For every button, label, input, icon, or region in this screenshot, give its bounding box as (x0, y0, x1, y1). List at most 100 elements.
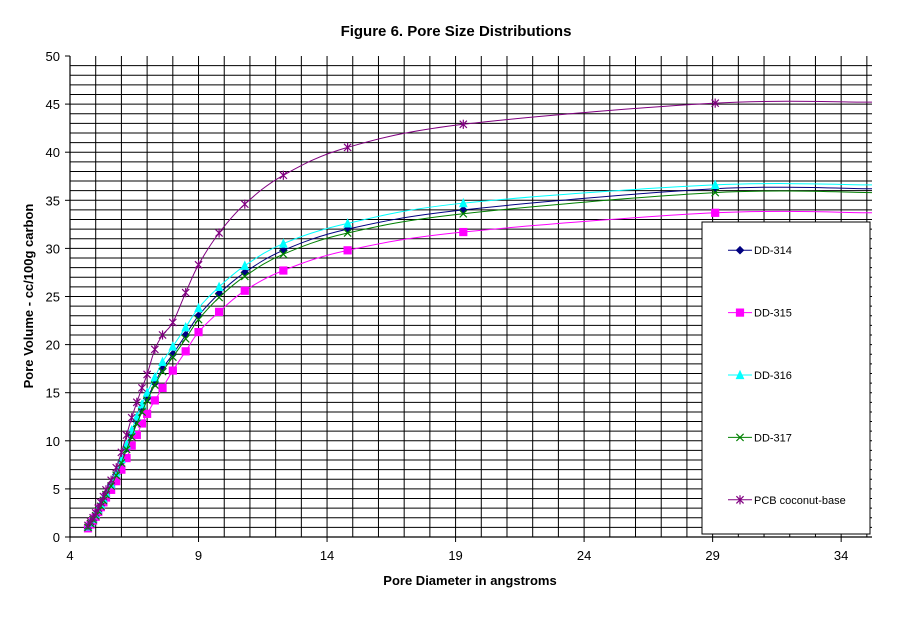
legend-label: DD-315 (754, 308, 792, 320)
marker-stroke (127, 432, 136, 441)
legend-label: DD-314 (754, 245, 792, 257)
data-point (279, 170, 288, 180)
data-point (117, 447, 126, 457)
data-point (711, 188, 720, 197)
data-point (343, 218, 353, 228)
chart-title: Figure 6. Pore Size Distributions (341, 23, 572, 40)
legend-item-pcb-coconut-base: PCB coconut-base (728, 495, 846, 507)
data-point (101, 485, 111, 495)
data-point (158, 356, 167, 367)
data-point (279, 266, 288, 275)
data-point (194, 302, 203, 313)
legend-item-dd-317: DD-317 (728, 432, 792, 444)
data-point (150, 344, 159, 355)
marker-stroke (107, 481, 116, 491)
data-point (168, 366, 177, 375)
data-point (459, 209, 468, 218)
marker-stroke (132, 419, 141, 428)
y-tick-label: 30 (46, 241, 60, 256)
data-point (122, 445, 131, 454)
data-point (168, 341, 178, 351)
marker-stroke (215, 293, 224, 302)
data-point (214, 281, 224, 291)
marker-stroke (711, 188, 720, 197)
marker-stroke (181, 334, 190, 343)
data-point (107, 481, 116, 491)
marker-stroke (168, 353, 177, 362)
x-tick-label: 24 (577, 548, 591, 563)
data-point (137, 407, 146, 416)
data-point (150, 380, 159, 390)
x-tick-label: 9 (195, 548, 202, 563)
y-axis-title: Pore Volume - cc/100g carbon (21, 204, 36, 389)
data-point (710, 179, 720, 190)
marker-stroke (143, 396, 152, 405)
marker-stroke (194, 315, 203, 324)
data-point (458, 197, 468, 208)
data-point (278, 238, 288, 248)
data-point (168, 317, 177, 328)
data-point (181, 288, 190, 298)
x-tick-label: 14 (320, 548, 334, 563)
data-point (142, 387, 152, 397)
data-point (181, 347, 190, 356)
legend: DD-314 DD-315 DD-316 DD-317 PCB coconut-base (701, 221, 871, 535)
data-point (143, 396, 152, 405)
marker-stroke (122, 445, 131, 454)
legend-item-dd-314: DD-314 (728, 245, 792, 257)
legend-swatch-marker (735, 308, 745, 317)
y-tick-label: 45 (46, 97, 60, 112)
data-point (122, 430, 131, 440)
x-tick-label: 4 (66, 548, 73, 563)
y-tick-label: 5 (53, 482, 60, 497)
data-point (194, 315, 203, 324)
y-tick-label: 25 (46, 290, 60, 305)
data-point (150, 372, 160, 382)
data-point (459, 227, 468, 237)
data-point (711, 98, 720, 108)
data-point (343, 142, 352, 152)
legend-label: PCB coconut-base (754, 495, 846, 507)
data-point (279, 250, 288, 259)
series-pcb-coconut-base (83, 98, 873, 531)
legend-box (701, 221, 871, 535)
y-tick-label: 35 (46, 193, 60, 208)
marker-stroke (158, 367, 167, 376)
legend-swatch-marker (735, 369, 745, 380)
data-point (168, 353, 177, 362)
data-point (158, 383, 167, 392)
data-point (158, 367, 167, 376)
y-tick-label: 15 (46, 386, 60, 401)
data-point (150, 396, 159, 405)
data-point (240, 260, 250, 270)
legend-swatch-marker (735, 433, 745, 442)
marker-stroke (343, 228, 352, 238)
legend-item-dd-315: DD-315 (728, 308, 792, 320)
legend-swatch-marker (735, 495, 745, 505)
x-axis-title: Pore Diameter in angstroms (383, 573, 556, 588)
marker-stroke (150, 380, 159, 390)
data-point (181, 322, 191, 332)
marker-stroke (459, 209, 468, 218)
y-tick-label: 10 (46, 434, 60, 449)
x-tick-label: 34 (834, 548, 848, 563)
data-point (107, 475, 116, 485)
series-group (83, 98, 873, 533)
data-point (711, 208, 720, 217)
data-point (158, 330, 167, 340)
data-point (240, 286, 249, 295)
legend-label: DD-316 (754, 370, 792, 382)
data-point (127, 413, 136, 423)
x-tick-label: 29 (705, 548, 719, 563)
data-point (137, 419, 147, 428)
marker-stroke (137, 407, 146, 416)
data-point (194, 327, 203, 337)
marker-stroke (240, 272, 249, 281)
x-tick-label: 19 (448, 548, 462, 563)
y-tick-label: 20 (46, 338, 60, 353)
data-point (459, 119, 468, 129)
data-point (215, 293, 224, 302)
data-point (214, 307, 224, 316)
data-point (240, 272, 249, 281)
